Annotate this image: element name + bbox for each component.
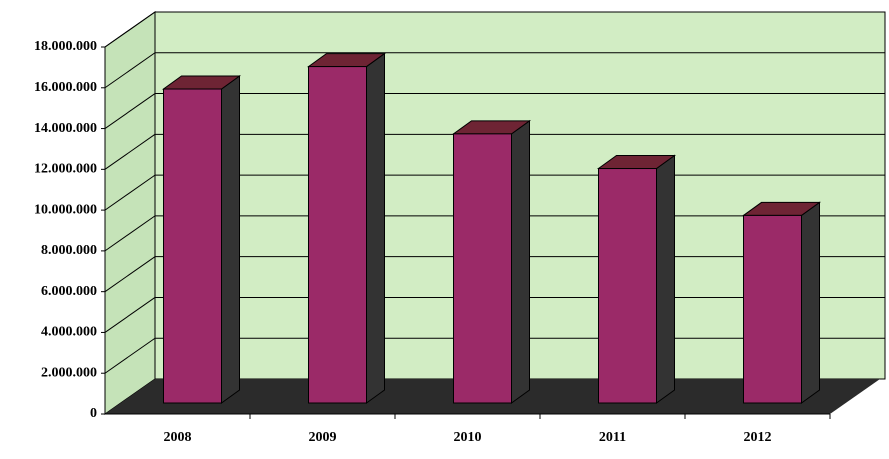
y-tick-label: 16.000.000	[34, 80, 97, 95]
bar	[163, 88, 222, 404]
y-tick-label: 6.000.000	[41, 284, 97, 299]
y-tick-label: 14.000.000	[34, 121, 97, 136]
grid-line	[104, 133, 156, 170]
x-tick-label: 2012	[744, 430, 772, 445]
bar	[743, 214, 802, 404]
bar-side	[221, 75, 240, 404]
bar-side	[801, 201, 820, 404]
y-tick-label: 2.000.000	[41, 365, 97, 380]
bar-side	[366, 52, 385, 404]
y-tick-label: 4.000.000	[41, 325, 97, 340]
bar	[598, 168, 657, 404]
y-tick-label: 10.000.000	[34, 202, 97, 217]
side-wall	[104, 11, 156, 415]
grid-line	[104, 256, 156, 293]
grid-line	[104, 11, 156, 48]
grid-line	[104, 215, 156, 252]
bar	[308, 66, 367, 404]
y-tick-label: 12.000.000	[34, 162, 97, 177]
x-tick-label: 2008	[164, 430, 192, 445]
y-tick-label: 0	[90, 406, 97, 421]
grid-line	[104, 297, 156, 333]
bar-side	[656, 154, 675, 404]
y-tick-label: 8.000.000	[41, 243, 97, 258]
grid-line	[104, 52, 156, 89]
grid-line	[104, 337, 156, 374]
grid-line	[104, 174, 156, 211]
x-tick-label: 2011	[599, 430, 626, 445]
grid-line	[104, 93, 156, 129]
y-tick-label: 18.000.000	[34, 39, 97, 54]
bar	[453, 133, 512, 404]
bar-side	[511, 119, 530, 404]
x-tick-label: 2009	[309, 430, 337, 445]
x-tick-label: 2010	[454, 430, 482, 445]
